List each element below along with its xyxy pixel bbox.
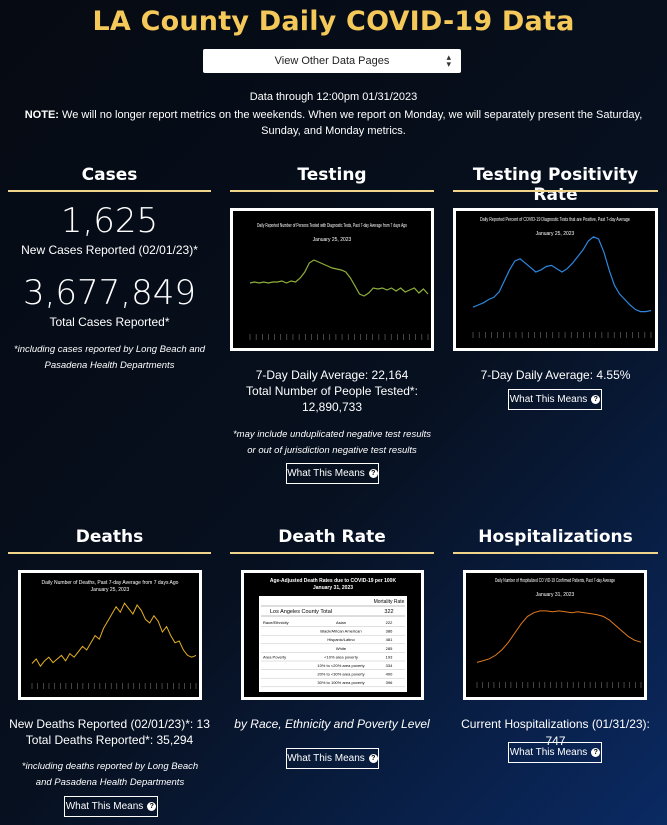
new-cases-label: New Cases Reported (02/01/23)*	[21, 243, 198, 257]
death-rate-svg: Age-Adjusted Death Rates due to COVID-19…	[259, 578, 407, 692]
button-label: What This Means	[509, 394, 588, 405]
deaths-what-this-means-button[interactable]: What This Means?	[64, 796, 158, 817]
testing-divider	[230, 190, 434, 192]
button-label: What This Means	[287, 753, 365, 764]
death-rate-title: Death Rate	[278, 527, 386, 547]
question-icon: ?	[368, 469, 378, 478]
county-total-value: 322	[384, 609, 393, 615]
hosp-what-this-means-button[interactable]: What This Means?	[508, 742, 602, 763]
hosp-divider	[453, 552, 658, 554]
row-label: White	[336, 646, 347, 651]
question-icon: ?	[368, 754, 378, 763]
row-value: 481	[386, 637, 393, 642]
death-rate-table-image[interactable]: Age-Adjusted Death Rates due to COVID-19…	[241, 570, 424, 700]
row-label: 30% to 100% area poverty	[317, 680, 364, 685]
total-cases-value: 3,677,849	[22, 273, 197, 313]
testing-chart-date: January 25, 2023	[313, 237, 352, 243]
row-value: 334	[386, 663, 393, 668]
positivity-chart-date: January 25, 2023	[536, 231, 575, 237]
table-bg	[259, 596, 407, 692]
cases-footnote: *including cases reported by Long Beach …	[13, 344, 206, 371]
button-label: What This Means	[65, 801, 144, 812]
row-group-label: Area Poverty	[263, 654, 286, 659]
row-group-label: Race/Ethnicity	[263, 620, 289, 625]
new-deaths: New Deaths Reported (02/01/23)*: 13	[9, 717, 210, 731]
deaths-chart-title: Daily Number of Deaths, Past 7-day Avera…	[42, 580, 179, 586]
row-value: 193	[386, 654, 393, 659]
positivity-avg: 7-Day Daily Average: 4.55%	[480, 368, 631, 382]
deaths-chart-date: January 25, 2023	[91, 587, 130, 593]
testing-title: Testing	[297, 165, 367, 185]
total-cases-label: Total Cases Reported*	[49, 315, 170, 329]
death-rate-caption: by Race, Ethnicity and Poverty Level	[234, 717, 430, 731]
dropdown-label: View Other Data Pages	[274, 55, 390, 67]
death-rate-chart-date: January 31, 2023	[313, 585, 353, 591]
positivity-title: Testing Positivity Rate	[472, 165, 639, 205]
row-value: 396	[386, 680, 393, 685]
row-label: <10% area poverty	[324, 654, 358, 659]
view-other-pages-dropdown[interactable]: View Other Data Pages ▴ ▾	[203, 49, 461, 73]
deaths-divider	[8, 552, 211, 554]
testing-total-label: Total Number of People Tested*:	[246, 384, 418, 398]
row-value: 386	[386, 629, 393, 634]
testing-total-value: 12,890,733	[301, 400, 363, 414]
page-title: LA County Daily COVID-19 Data	[92, 6, 575, 37]
cases-divider	[8, 190, 211, 192]
deaths-chart-svg: Daily Number of Deaths, Past 7-day Avera…	[31, 580, 197, 689]
row-label: 10% to <20% area poverty	[317, 663, 364, 668]
row-label: 20% to <30% area poverty	[317, 672, 364, 677]
hosp-chart-title: Daily Number of Hospitalized CO VID-19 C…	[495, 578, 615, 584]
row-label: Asian	[336, 620, 346, 625]
testing-chart-svg: Daily Reported Number of Persons Tested …	[249, 223, 429, 340]
death-rate-what-this-means-button[interactable]: What This Means?	[286, 748, 379, 769]
current-hospitalizations: Current Hospitalizations (01/31/23): 747	[461, 717, 650, 748]
hosp-chart-svg: Daily Number of Hospitalized CO VID-19 C…	[476, 578, 642, 688]
positivity-series-line	[472, 236, 652, 313]
positivity-chart[interactable]: Daily Reported Percent of COVID-19 Diagn…	[453, 208, 658, 351]
table-header: Mortality Rate	[374, 599, 405, 605]
hosp-series-line	[476, 610, 642, 663]
row-label: Hispanic/Latino	[327, 637, 355, 642]
positivity-divider	[453, 190, 658, 192]
testing-what-this-means-button[interactable]: What This Means?	[286, 463, 379, 484]
row-value: 222	[386, 620, 393, 625]
question-icon: ?	[147, 802, 157, 811]
hosp-chart-date: January 31, 2023	[536, 592, 575, 598]
county-total-label: Los Angeles County Total	[270, 609, 332, 615]
row-value: 400	[386, 672, 393, 677]
note-label: NOTE:	[24, 109, 59, 121]
testing-series-line	[249, 259, 429, 297]
hosp-title: Hospitalizations	[478, 527, 633, 547]
row-value: 285	[386, 646, 393, 651]
question-icon: ?	[591, 748, 601, 757]
testing-chart[interactable]: Daily Reported Number of Persons Tested …	[230, 208, 434, 351]
total-deaths: Total Deaths Reported*: 35,294	[25, 733, 194, 747]
new-cases-value: 1,625	[60, 201, 159, 241]
testing-chart-title: Daily Reported Number of Persons Tested …	[257, 223, 407, 229]
testing-avg: 7-Day Daily Average: 22,164	[255, 368, 409, 382]
hosp-chart[interactable]: Daily Number of Hospitalized CO VID-19 C…	[463, 570, 647, 700]
death-rate-divider	[230, 552, 434, 554]
deaths-footnote: *including deaths reported by Long Beach…	[21, 761, 199, 788]
positivity-chart-title: Daily Reported Percent of COVID-19 Diagn…	[480, 217, 630, 223]
deaths-title: Deaths	[75, 527, 144, 547]
button-label: What This Means	[509, 747, 588, 758]
positivity-what-this-means-button[interactable]: What This Means?	[508, 389, 602, 410]
testing-footnote: *may include unduplicated negative test …	[232, 429, 432, 456]
deaths-chart[interactable]: Daily Number of Deaths, Past 7-day Avera…	[18, 570, 202, 700]
data-through-text: Data through 12:00pm 01/31/2023	[249, 91, 418, 103]
death-rate-chart-title: Age-Adjusted Death Rates due to COVID-19…	[270, 578, 397, 584]
positivity-chart-svg: Daily Reported Percent of COVID-19 Diagn…	[472, 217, 652, 338]
row-label: Black/African American	[320, 629, 361, 634]
select-arrows-icon: ▴ ▾	[446, 52, 451, 69]
question-icon: ?	[591, 395, 601, 404]
note-text: We will no longer report metrics on the …	[58, 109, 643, 137]
deaths-series-line	[31, 602, 197, 668]
button-label: What This Means	[287, 468, 365, 479]
weekend-note: NOTE: We will no longer report metrics o…	[10, 107, 657, 139]
cases-title: Cases	[81, 165, 138, 185]
